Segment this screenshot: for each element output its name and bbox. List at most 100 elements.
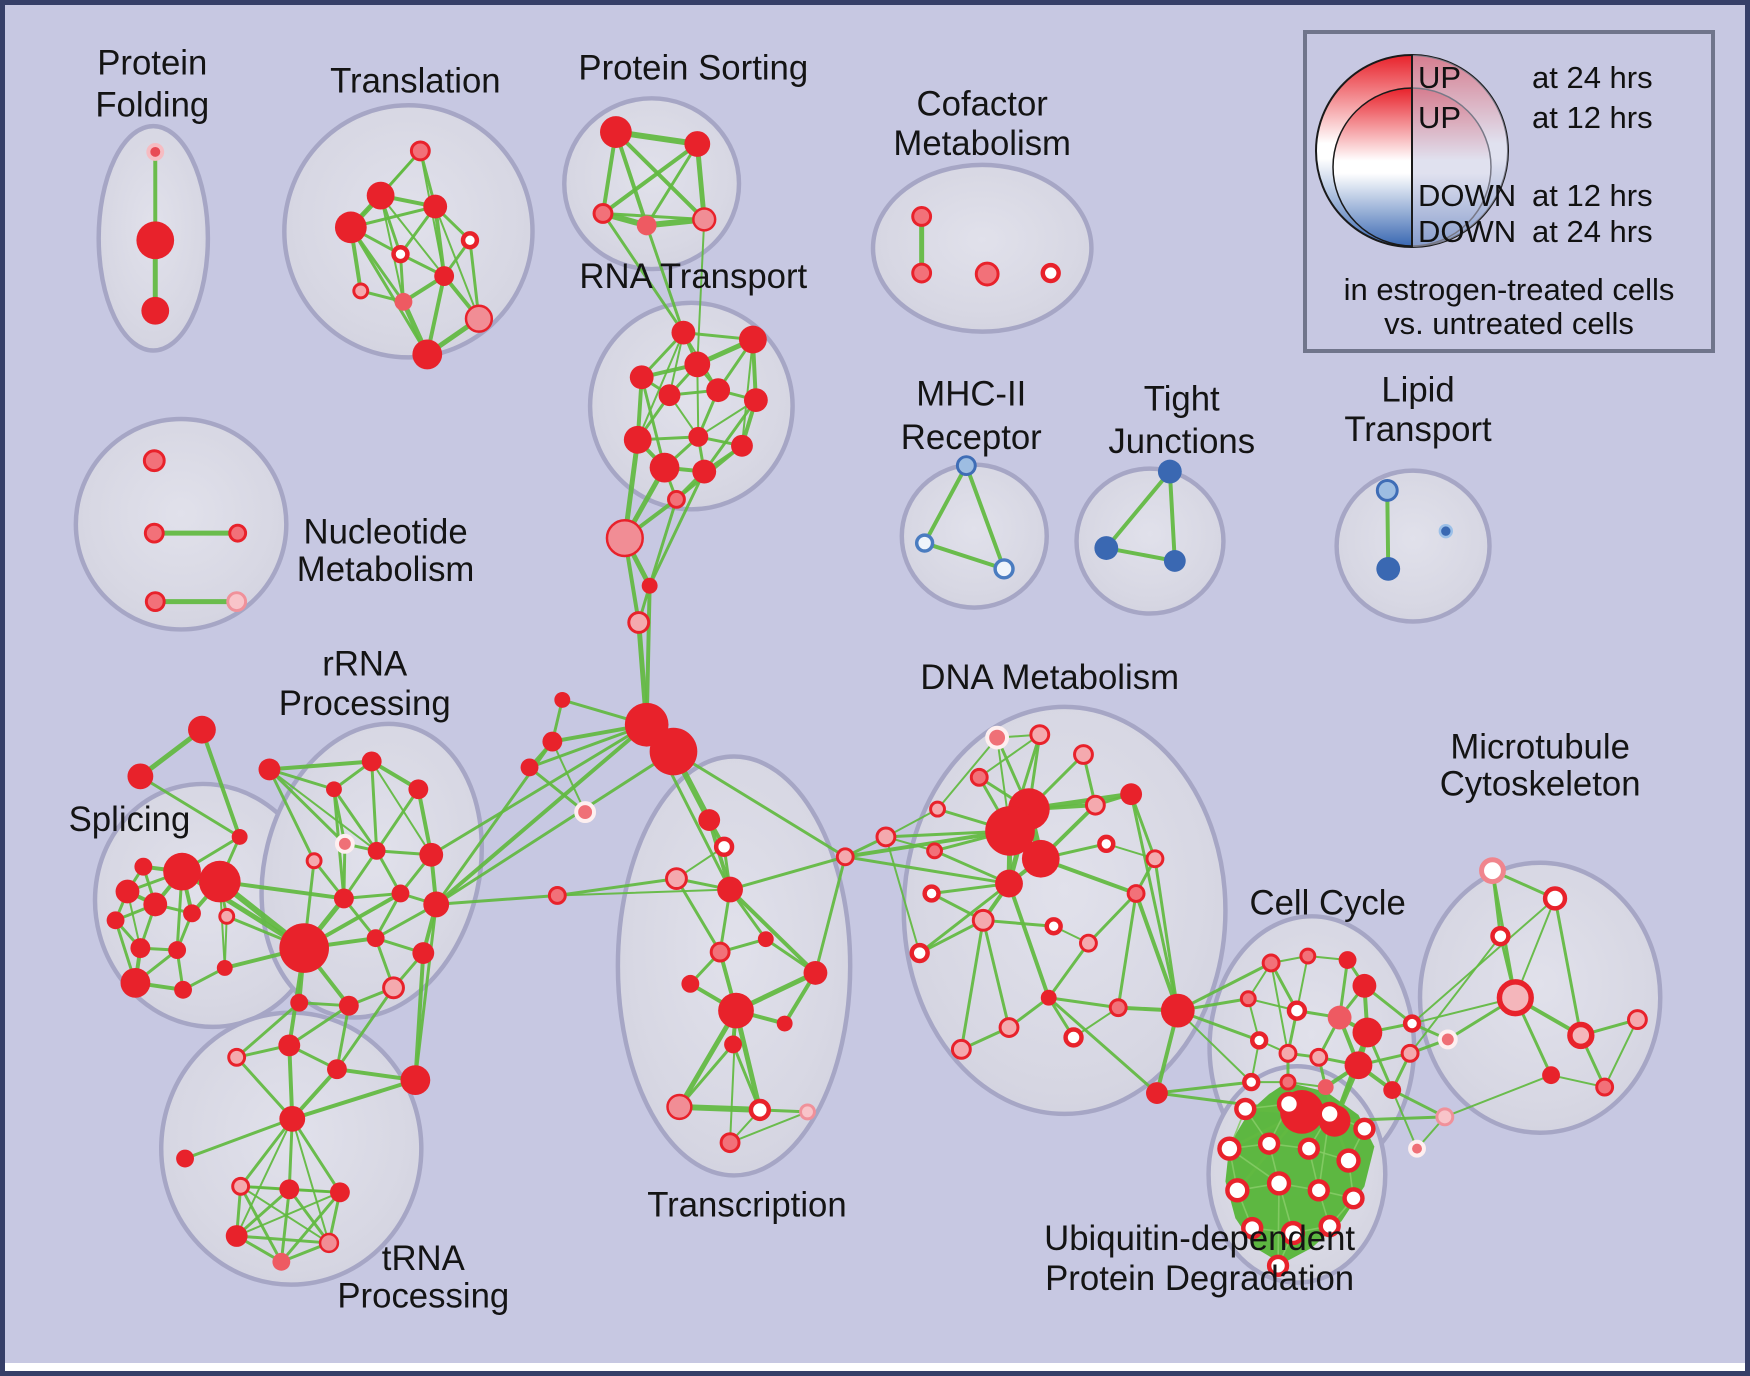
cluster-label-translation: Translation	[330, 63, 501, 101]
gene-node	[592, 203, 614, 224]
gene-node	[279, 1105, 306, 1132]
edge	[936, 736, 999, 811]
edge	[1047, 941, 1090, 1000]
gene-node	[174, 980, 192, 999]
gene-node	[985, 806, 1035, 856]
gene-node	[684, 131, 711, 157]
legend-fade-half	[1412, 55, 1508, 247]
gene-node	[706, 378, 731, 403]
gene-node	[547, 886, 567, 905]
gene-node	[554, 691, 571, 708]
edge	[676, 1103, 763, 1113]
edge	[235, 1001, 301, 1059]
edge	[290, 1117, 342, 1194]
gene-node	[163, 852, 201, 891]
legend-up12-label: UP	[1418, 100, 1462, 135]
gene-node	[361, 751, 382, 772]
gene-node	[1234, 1097, 1257, 1121]
gene-node	[143, 522, 165, 544]
edge	[1443, 1074, 1553, 1118]
cluster-label-ubiquitin-degradation: Protein Degradation	[1045, 1260, 1354, 1298]
gene-node	[1344, 1051, 1373, 1080]
gene-node	[1266, 1254, 1290, 1277]
gene-node	[1063, 1027, 1084, 1048]
gene-node	[1352, 1017, 1383, 1048]
gene-node	[731, 434, 753, 457]
gene-node	[141, 296, 170, 325]
cluster-label-microtubule-cytoskeleton: Microtubule	[1450, 729, 1630, 767]
gene-node	[1567, 1021, 1595, 1050]
gene-node	[1097, 834, 1116, 854]
edge	[843, 828, 1012, 859]
edge	[235, 1187, 291, 1238]
gene-node	[106, 911, 125, 930]
gene-node	[520, 758, 539, 777]
edge	[729, 1009, 738, 1144]
gene-node	[142, 449, 166, 473]
edge	[1167, 469, 1177, 563]
edge	[843, 855, 1011, 886]
gene-node	[998, 1017, 1020, 1038]
gene-node	[629, 365, 654, 390]
legend-down24-time: at 24 hrs	[1532, 214, 1653, 249]
gene-node	[627, 611, 651, 634]
edge	[981, 918, 1011, 1030]
gene-node	[279, 923, 329, 973]
edge	[1176, 1009, 1253, 1084]
gene-node	[665, 867, 688, 891]
edge	[702, 398, 758, 474]
gene-node	[382, 976, 405, 1000]
cluster-ellipse-tight-junctions	[1074, 466, 1226, 616]
gene-node	[623, 425, 652, 454]
cluster-label-nucleotide-metabolism: Metabolism	[297, 551, 475, 589]
edge	[434, 750, 675, 906]
edge	[813, 855, 847, 975]
gene-node	[134, 857, 153, 876]
gene-node	[327, 1059, 347, 1080]
gene-node	[1146, 1082, 1168, 1104]
gene-node	[1317, 1101, 1342, 1127]
gene-node	[400, 1065, 431, 1096]
gene-node	[409, 140, 431, 162]
edge	[1411, 897, 1557, 1025]
gene-node	[168, 941, 187, 960]
gene-node	[1309, 1047, 1329, 1067]
cluster-label-microtubule-cytoskeleton: Cytoskeleton	[1440, 765, 1641, 803]
edge	[1104, 469, 1172, 551]
gene-node	[692, 459, 717, 484]
edge	[918, 882, 1011, 955]
edge	[267, 767, 316, 863]
gene-node	[574, 801, 597, 824]
edge	[696, 218, 706, 366]
gene-node	[1084, 794, 1106, 816]
edge	[613, 130, 649, 228]
edge	[138, 774, 242, 839]
gene-node	[803, 961, 828, 985]
gene-node	[1278, 1043, 1298, 1063]
gene-node	[950, 1038, 972, 1060]
gene-node	[1126, 884, 1146, 903]
edge	[1333, 1115, 1447, 1123]
gene-node	[146, 142, 165, 161]
gene-node	[198, 860, 241, 903]
gene-node	[1297, 1137, 1320, 1160]
gene-node	[911, 262, 933, 284]
gene-node	[1595, 1077, 1615, 1097]
legend-up24-label: UP	[1418, 60, 1462, 95]
legend-note-line1: in estrogen-treated cells	[1343, 272, 1675, 307]
edge	[922, 463, 969, 546]
edge	[370, 760, 433, 856]
edge	[217, 879, 346, 901]
gene-node	[1353, 1117, 1376, 1140]
gene-node	[922, 884, 941, 903]
gene-node	[279, 1179, 300, 1200]
edge	[267, 759, 374, 772]
edge	[375, 787, 420, 853]
gene-node	[600, 116, 632, 148]
gene-node	[658, 384, 681, 407]
cluster-ellipse-nucleotide-metabolism	[73, 416, 289, 632]
edge	[279, 1187, 291, 1264]
gene-node	[1250, 1031, 1269, 1050]
cluster-label-trna-processing: Processing	[337, 1278, 509, 1316]
edge	[235, 1055, 294, 1121]
